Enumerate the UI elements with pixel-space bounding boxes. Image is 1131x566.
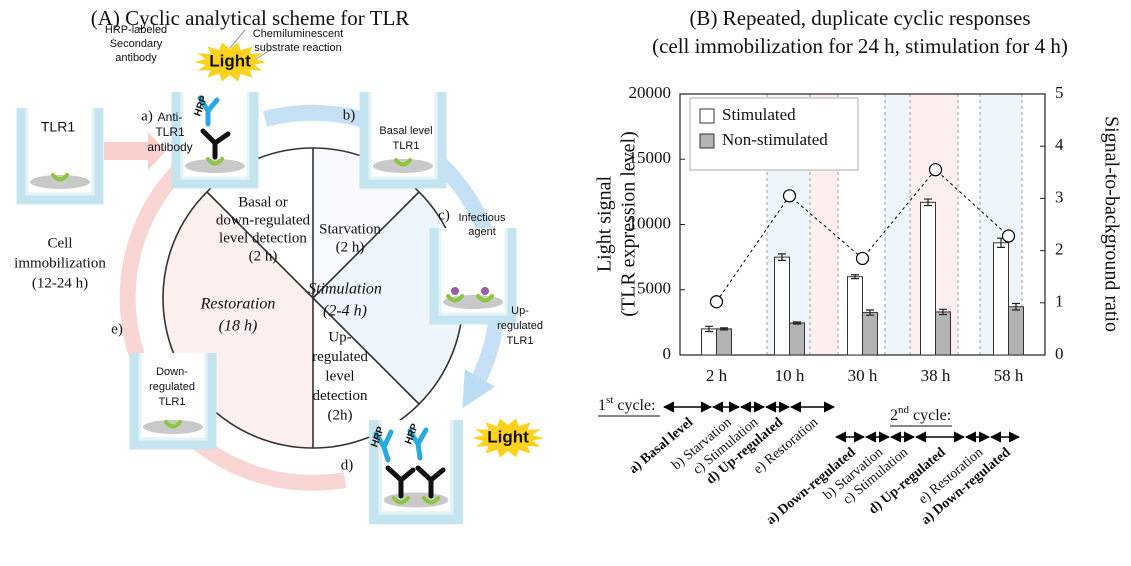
well xyxy=(364,92,442,184)
chart-title: (cell immobilization for 24 h, stimulati… xyxy=(652,34,1068,58)
sector-label: level detection xyxy=(219,230,307,246)
chart-title: (B) Repeated, duplicate cyclic responses xyxy=(689,6,1030,30)
step-marker: d) xyxy=(341,457,354,473)
well-label: Down- xyxy=(156,366,188,378)
callout-label: TLR1 xyxy=(507,335,534,347)
y-tick-label: 10000 xyxy=(629,213,672,232)
bar xyxy=(775,257,790,355)
cycle-diagram xyxy=(21,30,512,519)
ratio-marker xyxy=(784,190,796,202)
y-axis-label: Light signal xyxy=(594,176,616,273)
callout-label: Up- xyxy=(511,305,529,317)
y2-tick-label: 0 xyxy=(1055,344,1064,363)
cycle-label: 2ndcycle: xyxy=(890,404,951,424)
sector-label: (2h) xyxy=(328,407,353,423)
well-label: Basal level xyxy=(379,125,432,137)
bar xyxy=(921,202,936,355)
legend-swatch xyxy=(700,134,714,148)
legend-label: Non-stimulated xyxy=(722,130,828,149)
light-label: Light xyxy=(209,51,251,70)
body: { "panel_a": { "title": "(A) Cyclic anal… xyxy=(0,0,1131,566)
y2-tick-label: 3 xyxy=(1055,187,1064,206)
x-tick-label: 30 h xyxy=(848,366,878,385)
light-label: Light xyxy=(487,427,529,446)
sector-label: Basal or xyxy=(238,194,288,210)
step-label: Cell xyxy=(48,235,73,251)
callout-label: antibody xyxy=(147,140,192,154)
y2-tick-label: 4 xyxy=(1055,135,1064,154)
sector-label: (2 h) xyxy=(249,248,278,264)
callout-label: substrate reaction xyxy=(254,42,341,54)
sector-label: (2-4 h) xyxy=(323,303,367,320)
y2-tick-label: 1 xyxy=(1055,292,1064,311)
callout-label: TLR1 xyxy=(155,125,185,139)
y2-tick-label: 5 xyxy=(1055,83,1064,102)
step-marker: b) xyxy=(343,107,356,123)
cycle-suffix: nd xyxy=(898,404,910,416)
well xyxy=(434,228,512,320)
sector-label: Restoration xyxy=(200,296,276,313)
callout-label: Anti- xyxy=(158,110,183,124)
cycle-ordinal: 1 xyxy=(598,397,606,414)
legend-swatch xyxy=(700,109,714,123)
x-tick-label: 58 h xyxy=(994,366,1024,385)
bar xyxy=(790,323,805,355)
legend-label: Stimulated xyxy=(722,105,796,124)
bar xyxy=(1009,307,1024,355)
sector-label: detection xyxy=(313,388,368,404)
bar xyxy=(863,313,878,355)
step-label: (12-24 h) xyxy=(32,275,88,291)
well-label: regulated xyxy=(149,381,195,393)
well-label: TLR1 xyxy=(393,140,420,152)
ratio-marker xyxy=(857,252,869,264)
y-tick-label: 20000 xyxy=(629,83,672,102)
ratio-marker xyxy=(711,296,723,308)
well-label: TLR1 xyxy=(159,396,186,408)
step-marker: c) xyxy=(438,207,450,223)
well-label: TLR1 xyxy=(41,119,75,135)
bar xyxy=(936,312,951,355)
sector-label: (2 h) xyxy=(336,239,365,255)
x-tick-label: 2 h xyxy=(706,366,728,385)
x-tick-label: 10 h xyxy=(775,366,805,385)
x-tick-label: 38 h xyxy=(921,366,951,385)
sector-label: level xyxy=(325,368,354,384)
bar xyxy=(994,243,1009,355)
figure: (A) Cyclic analytical scheme for TLRTLR1… xyxy=(0,0,1131,566)
sector-label: Up- xyxy=(328,329,351,345)
callout-label: Infectious xyxy=(458,212,506,224)
cycle-text: cycle: xyxy=(617,397,655,414)
ratio-marker xyxy=(1003,230,1015,242)
callout-label: antibody xyxy=(115,52,157,64)
bar xyxy=(717,329,732,355)
bar xyxy=(848,277,863,355)
callout-label: HRP-labeled xyxy=(105,24,167,36)
sector-label: Stimulation xyxy=(308,281,382,298)
sector-label: Starvation xyxy=(319,221,381,237)
y2-axis-label: Signal-to-background ratio xyxy=(1100,116,1122,332)
callout-label: Chemiluminescent xyxy=(253,28,343,40)
cycle-ordinal: 2 xyxy=(890,407,898,424)
step-marker: e) xyxy=(111,321,123,337)
y-tick-label: 0 xyxy=(663,344,672,363)
stage-label: a) Basal level xyxy=(626,415,696,477)
bar xyxy=(702,329,717,355)
sector-label: (18 h) xyxy=(219,318,258,335)
cycle-label: 1st cycle: xyxy=(598,394,656,414)
y-tick-label: 15000 xyxy=(629,148,672,167)
step-label: immobilization xyxy=(14,255,106,271)
step-marker: a) xyxy=(141,108,153,124)
ratio-marker xyxy=(930,164,942,176)
callout-label: regulated xyxy=(497,320,543,332)
cycle-text: cycle: xyxy=(913,407,951,424)
page: Cyclic analytical scheme for TLR html, b… xyxy=(0,0,1131,566)
cycle-suffix: st xyxy=(606,394,613,406)
callout-label: agent xyxy=(468,226,496,238)
callout-label: Secondary xyxy=(110,38,163,50)
y-tick-label: 5000 xyxy=(637,279,671,298)
sector-label: regulated xyxy=(312,349,368,365)
y2-tick-label: 2 xyxy=(1055,240,1064,259)
sector-label: down-regulated xyxy=(216,212,311,228)
